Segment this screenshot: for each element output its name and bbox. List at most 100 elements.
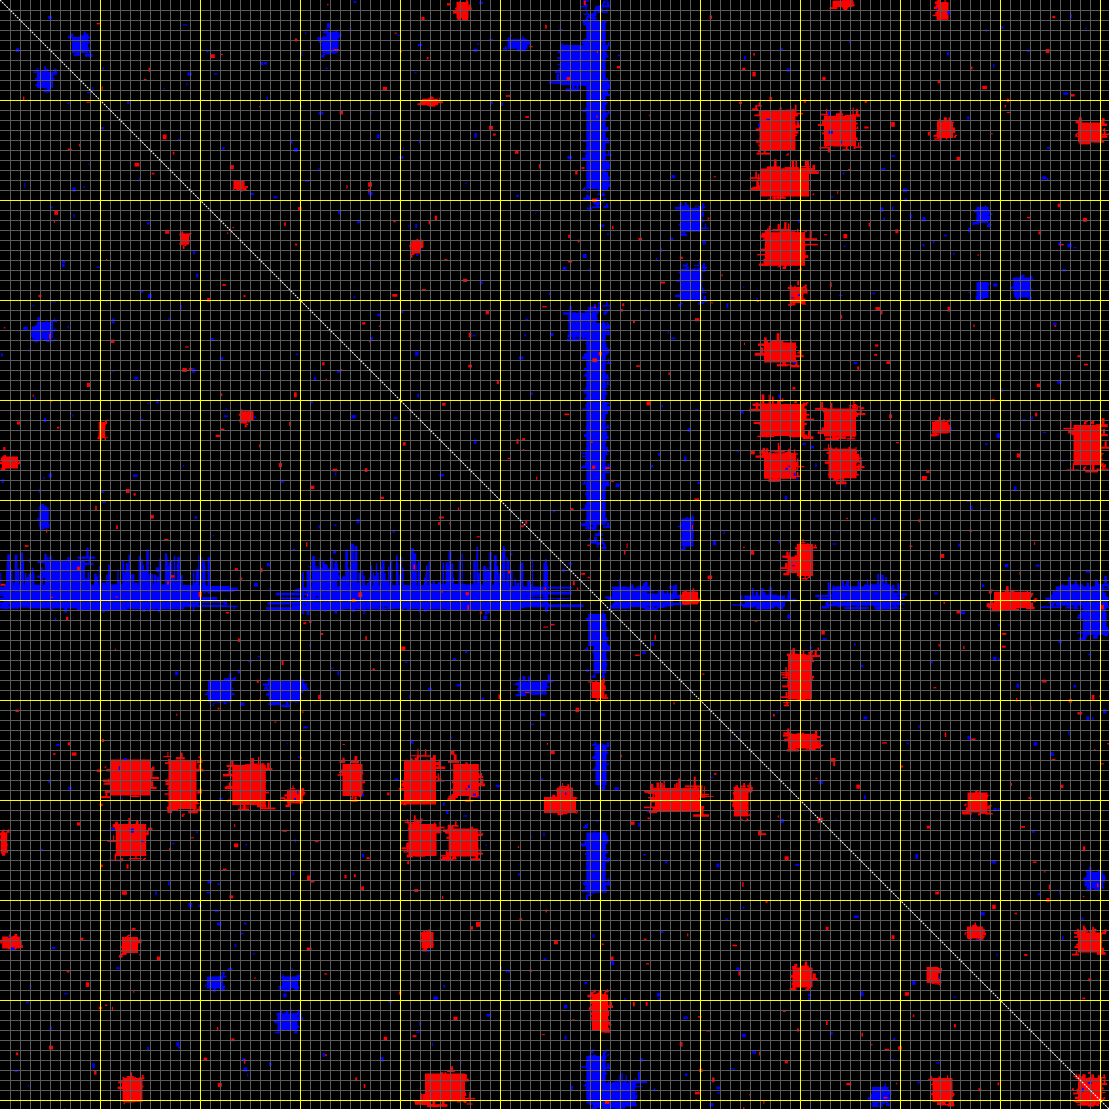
heatmap-cell [594,100,603,102]
heatmap-cell [420,934,424,936]
heatmap-cell [836,424,847,428]
heatmap-cell [350,781,356,784]
heatmap-cell [1100,453,1104,455]
heatmap-cell [849,414,853,418]
heatmap-cell [592,112,596,115]
heatmap-cell [951,121,955,124]
heatmap-cell [584,367,590,371]
heatmap-cell [612,1092,615,1099]
heatmap-cell [152,766,155,770]
heatmap-cell [684,291,686,298]
heatmap-cell [431,835,435,838]
heatmap-cell [582,188,586,191]
heatmap-cell [342,576,346,592]
heatmap-cell [762,413,765,424]
heatmap-cell [584,83,588,85]
heatmap-cell [764,337,767,345]
heatmap-cell [983,213,985,217]
heatmap-cell [1082,606,1085,610]
heatmap-cell [77,50,80,55]
heatmap-cell [828,475,834,477]
heatmap-cell [793,191,800,194]
heatmap-cell [583,826,588,829]
heatmap-cell [1100,870,1103,876]
heatmap-cell [442,1092,444,1097]
heatmap-cell [593,622,596,626]
heatmap-cell [417,561,421,606]
heatmap-cell [600,746,605,749]
heatmap-cell [593,66,597,69]
heatmap-cell [244,795,256,798]
heatmap-cell [603,11,608,13]
heatmap-cell [935,420,943,423]
heatmap-cell [586,16,590,19]
heatmap-cell [783,177,796,180]
heatmap-cell [469,1091,471,1100]
heatmap-cell [608,1021,611,1025]
heatmap-cell [869,592,871,603]
heatmap-cell [822,119,825,125]
heatmap-cell [534,686,537,688]
heatmap-cell [80,41,88,44]
heatmap-cell [1007,590,1009,594]
heatmap-cell [607,645,610,650]
heatmap-cell [323,45,328,48]
heatmap-cell [353,764,356,768]
heatmap-cell [591,425,594,430]
heatmap-cell [1091,122,1094,129]
heatmap-cell [325,582,328,585]
heatmap-cell [605,203,608,207]
heatmap-cell [607,377,610,379]
heatmap-cell [1102,462,1104,470]
heatmap-cell [852,107,854,117]
heatmap-cell [1084,635,1088,638]
heatmap-cell [781,353,785,355]
heatmap-cell [584,355,594,359]
heatmap-cell [428,1098,431,1102]
heatmap-cell [603,376,608,380]
heatmap-cell [841,119,844,128]
heatmap-cell [1093,874,1095,880]
heatmap-cell [682,591,685,596]
heatmap-cell [986,283,990,286]
heatmap-cell [752,108,759,111]
heatmap-cell [578,311,582,317]
heatmap-cell [132,824,140,827]
heatmap-cell [39,505,43,509]
heatmap-cell [588,195,591,200]
heatmap-cell [601,1027,605,1031]
heatmap-cell [212,984,217,986]
heatmap-cell [188,800,191,803]
heatmap-cell [128,1097,130,1101]
heatmap-cell [761,136,764,139]
heatmap-cell [597,307,600,311]
heatmap-cell [584,392,586,394]
heatmap-cell [220,690,223,694]
heatmap-cell [782,358,785,366]
heatmap-cell [774,135,776,144]
heatmap-cell [115,821,119,825]
heatmap-cell [977,798,982,801]
heatmap-cell [857,406,861,408]
heatmap-cell [701,202,704,208]
heatmap-cell [244,793,253,796]
heatmap-cell [1096,584,1109,587]
heatmap-cell [591,1073,598,1076]
heatmap-cell [1078,637,1087,641]
heatmap-cell [1001,594,1004,605]
heatmap-cell [227,697,233,700]
heatmap-cell [30,331,37,334]
heatmap-cell [776,419,778,426]
heatmap-cell [126,764,129,770]
heatmap-cell [691,515,694,519]
heatmap-cell [990,600,993,606]
heatmap-cell [821,427,825,433]
heatmap-cell [597,466,601,469]
heatmap-cell [605,101,609,103]
heatmap-cell [343,776,352,779]
heatmap-cell [588,526,591,528]
heatmap-cell [1094,139,1105,143]
heatmap-cell [587,307,591,311]
heatmap-cell [1102,594,1105,597]
heatmap-cell [604,431,608,437]
